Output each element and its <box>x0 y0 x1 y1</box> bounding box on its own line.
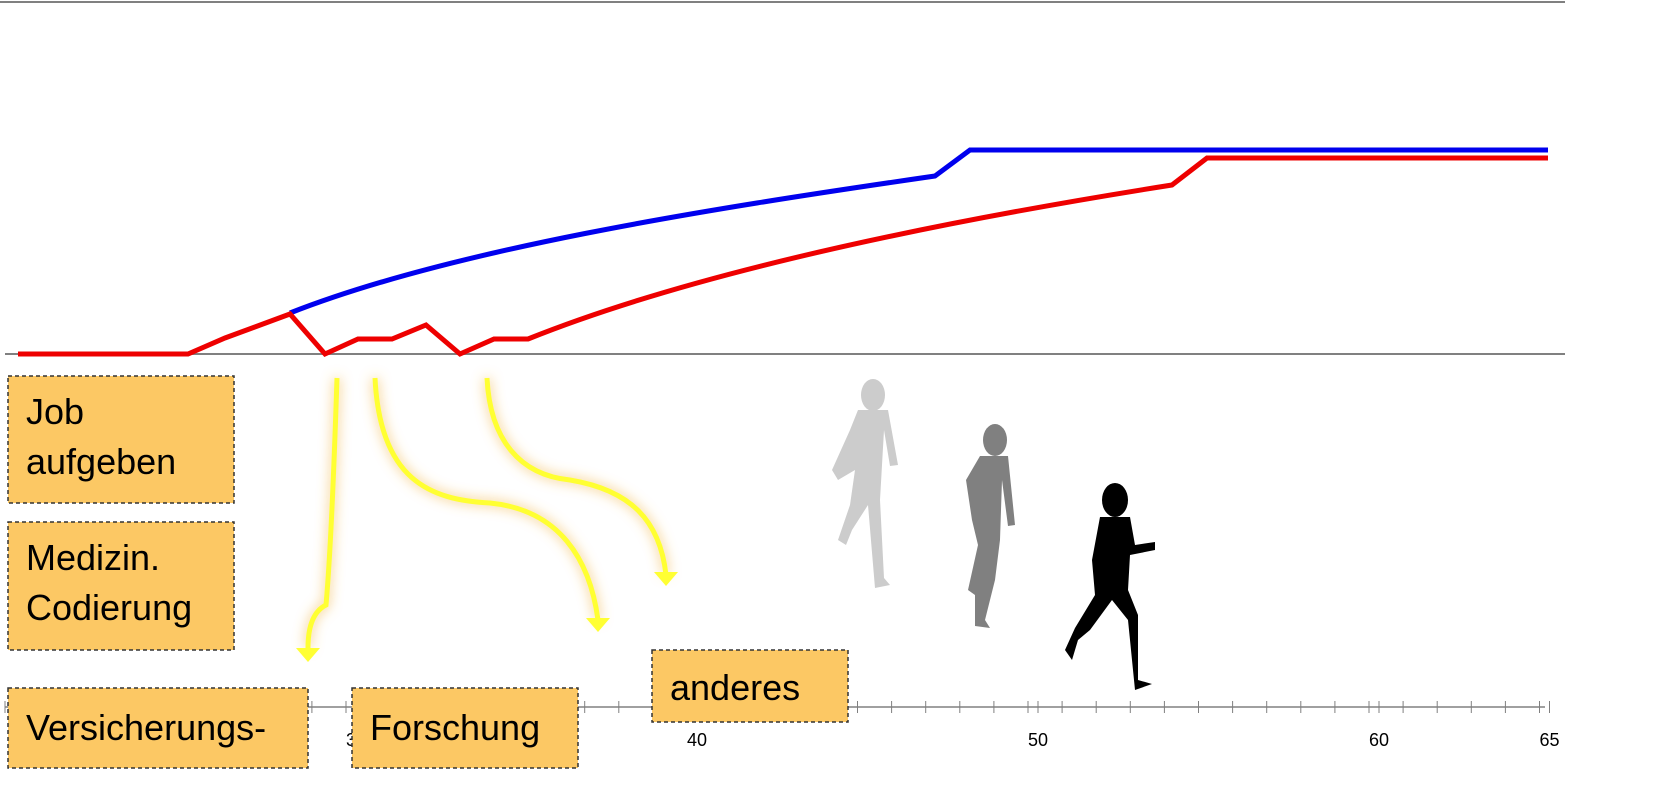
arrow <box>484 377 669 576</box>
box-label: aufgeben <box>26 441 176 482</box>
runner <box>1065 483 1155 690</box>
arrowhead <box>654 572 678 586</box>
box-label: Medizin. <box>26 537 160 578</box>
arrows <box>305 377 669 649</box>
runner <box>832 379 898 588</box>
box-label: anderes <box>670 667 800 708</box>
box-label: Codierung <box>26 587 192 628</box>
arrowheads <box>296 572 678 662</box>
arrow <box>372 377 601 621</box>
tick-label: 40 <box>687 730 707 750</box>
arrowhead <box>296 648 320 662</box>
arrowhead <box>586 618 610 632</box>
runner <box>966 424 1015 628</box>
box-label: Forschung <box>370 707 540 748</box>
box-label: Versicherungs- <box>26 707 266 748</box>
runners <box>832 379 1155 690</box>
label-box <box>651 649 849 723</box>
arrow <box>305 377 340 649</box>
tick-label: 50 <box>1028 730 1048 750</box>
tick-label: 60 <box>1369 730 1389 750</box>
label-box <box>7 687 309 769</box>
box-label: Job <box>26 391 84 432</box>
label-box <box>351 687 579 769</box>
label-box <box>7 521 235 651</box>
tick-label: 65 <box>1539 730 1559 750</box>
blue-path <box>289 147 1548 316</box>
label-box <box>7 375 235 504</box>
boxes: Job aufgeben Medizin. Codierung Versicherung… <box>7 375 849 769</box>
red-path <box>18 155 1548 358</box>
